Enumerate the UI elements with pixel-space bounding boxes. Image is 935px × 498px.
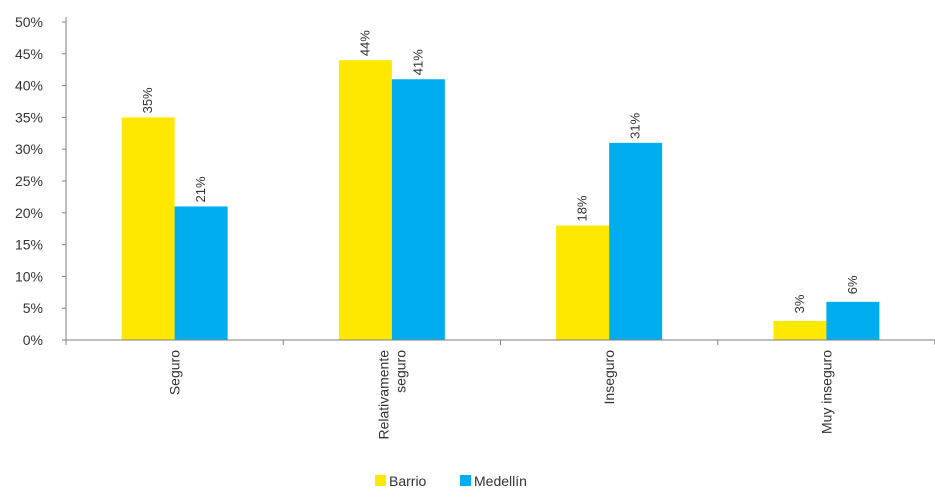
y-tick-label: 25% bbox=[15, 173, 43, 189]
bar-medellin bbox=[609, 142, 663, 340]
bar-barrio bbox=[773, 320, 827, 340]
bar-barrio bbox=[338, 60, 392, 340]
x-category-label: Seguro bbox=[167, 350, 183, 395]
y-tick-label: 10% bbox=[15, 268, 43, 284]
y-tick-label: 30% bbox=[15, 141, 43, 157]
y-tick-label: 35% bbox=[15, 109, 43, 125]
y-tick-label: 5% bbox=[23, 300, 43, 316]
bar-data-label: 18% bbox=[575, 195, 590, 221]
bar-data-label: 44% bbox=[357, 30, 372, 56]
y-axis-ticks: 0% 5% 10% 15% 20% 25% 30% 35% 40% 45% 50% bbox=[15, 14, 66, 348]
x-category-label-line: Muy inseguro bbox=[818, 350, 834, 434]
bar-data-label: 41% bbox=[410, 49, 425, 75]
y-tick-label: 20% bbox=[15, 205, 43, 221]
x-category-label-line: Relativamente bbox=[375, 350, 391, 440]
bar-medellin bbox=[391, 79, 445, 341]
legend-label-barrio: Barrio bbox=[389, 473, 427, 489]
legend: Barrio Medellín bbox=[375, 473, 527, 489]
x-category-label-line: Inseguro bbox=[601, 350, 617, 405]
bar-barrio bbox=[556, 225, 610, 340]
x-category-label: Relativamente seguro bbox=[375, 350, 408, 440]
legend-swatch-medellin bbox=[460, 475, 471, 486]
y-tick-label: 0% bbox=[23, 332, 43, 348]
bar-data-labels: 35% 21% 44% 41% 18% 31% 3% 6% bbox=[140, 30, 860, 314]
bar-data-label: 21% bbox=[193, 176, 208, 202]
axes bbox=[65, 17, 935, 345]
bar-medellin bbox=[826, 301, 880, 340]
bar-data-label: 6% bbox=[845, 275, 860, 294]
bar-data-label: 3% bbox=[792, 294, 807, 313]
x-category-label: Muy inseguro bbox=[818, 350, 834, 434]
bar-data-label: 31% bbox=[628, 112, 643, 138]
y-tick-label: 15% bbox=[15, 237, 43, 253]
bars bbox=[121, 60, 880, 341]
y-tick-label: 45% bbox=[15, 46, 43, 62]
x-axis-category-labels: Seguro Relativamente seguro Inseguro Muy ins… bbox=[167, 350, 835, 440]
x-category-label-line: Seguro bbox=[167, 350, 183, 395]
bar-medellin bbox=[174, 206, 228, 340]
bar-barrio bbox=[121, 117, 175, 341]
bar-data-label: 35% bbox=[140, 87, 155, 113]
y-tick-label: 50% bbox=[15, 14, 43, 30]
x-category-label: Inseguro bbox=[601, 350, 617, 405]
legend-label-medellin: Medellín bbox=[474, 473, 527, 489]
legend-swatch-barrio bbox=[375, 475, 386, 486]
x-category-label-line: seguro bbox=[392, 350, 408, 393]
y-tick-label: 40% bbox=[15, 78, 43, 94]
